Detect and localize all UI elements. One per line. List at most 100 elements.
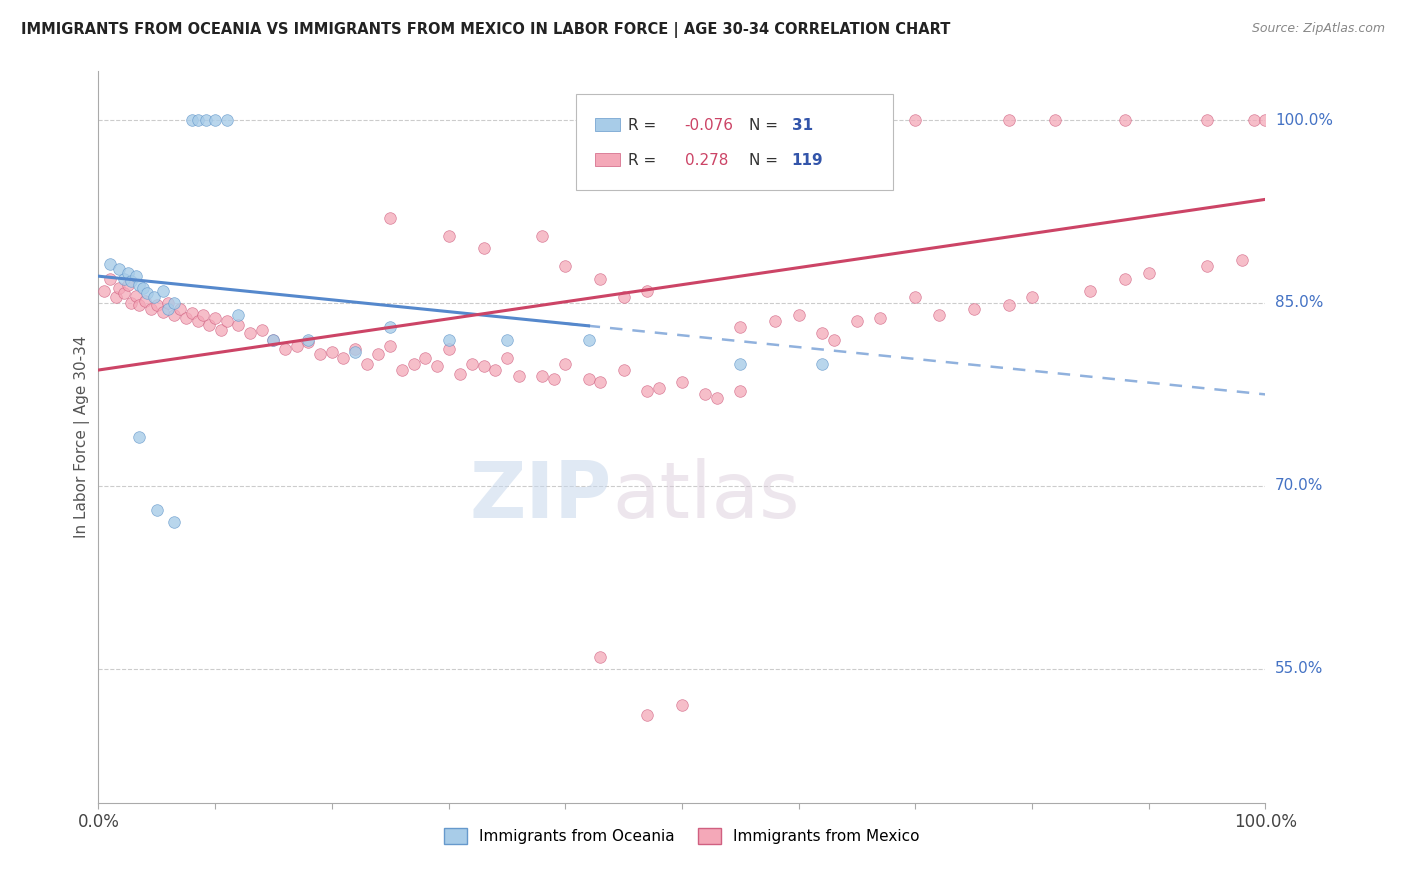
Text: 55.0%: 55.0% <box>1275 661 1323 676</box>
Point <box>108 261 131 276</box>
Point <box>508 369 530 384</box>
Point <box>128 298 150 312</box>
Text: 70.0%: 70.0% <box>1275 478 1323 493</box>
Point <box>169 301 191 317</box>
Text: 31: 31 <box>792 118 813 133</box>
Text: -0.076: -0.076 <box>685 118 734 133</box>
Text: R =: R = <box>628 118 657 133</box>
Point <box>1254 113 1277 128</box>
Point <box>846 113 869 128</box>
Point <box>198 318 221 332</box>
Point <box>730 357 752 371</box>
Point <box>112 271 135 285</box>
Point <box>163 308 186 322</box>
Point <box>763 113 786 128</box>
Point <box>163 516 186 530</box>
Text: R =: R = <box>628 153 657 169</box>
Point <box>1114 113 1136 128</box>
Point <box>356 357 378 371</box>
Point <box>554 260 576 274</box>
Point <box>636 708 658 723</box>
Point <box>98 271 121 285</box>
Point <box>391 363 413 377</box>
Point <box>823 333 845 347</box>
Point <box>589 271 612 285</box>
Point <box>193 308 215 322</box>
Point <box>152 304 174 318</box>
Point <box>93 284 115 298</box>
Text: N =: N = <box>749 118 779 133</box>
Point <box>204 113 226 128</box>
Point <box>636 384 658 398</box>
Point <box>543 371 565 385</box>
Point <box>344 343 367 357</box>
Point <box>209 323 232 337</box>
Point <box>811 357 834 371</box>
Point <box>636 284 658 298</box>
Point <box>1080 284 1102 298</box>
Point <box>187 113 209 128</box>
Point <box>108 281 131 295</box>
Point <box>262 333 284 347</box>
Point <box>763 314 786 328</box>
Point <box>274 343 297 357</box>
Text: ZIP: ZIP <box>470 458 612 533</box>
Point <box>104 290 127 304</box>
Point <box>309 347 332 361</box>
Point <box>367 347 389 361</box>
Point <box>1045 113 1067 128</box>
Point <box>496 351 519 365</box>
Point <box>174 310 197 325</box>
Point <box>180 113 202 128</box>
Point <box>578 333 600 347</box>
Point <box>157 296 180 310</box>
Point <box>1195 260 1218 274</box>
Point <box>297 334 319 349</box>
Point <box>811 326 834 341</box>
Point <box>706 391 728 405</box>
Text: N =: N = <box>749 153 779 169</box>
Point <box>578 371 600 385</box>
Point <box>262 333 284 347</box>
Point <box>1195 113 1218 128</box>
Point <box>904 113 927 128</box>
Point <box>143 290 166 304</box>
Point <box>163 296 186 310</box>
Point <box>136 286 159 301</box>
Point <box>204 310 226 325</box>
Point <box>530 369 553 384</box>
Point <box>120 274 142 288</box>
Point <box>194 113 217 128</box>
Point <box>120 296 142 310</box>
Point <box>589 376 612 390</box>
Point <box>152 284 174 298</box>
Point <box>811 113 834 128</box>
Point <box>146 503 169 517</box>
Point <box>134 293 156 308</box>
Point <box>285 339 308 353</box>
Point <box>125 269 148 284</box>
Point <box>157 301 180 317</box>
Text: atlas: atlas <box>612 458 800 533</box>
Y-axis label: In Labor Force | Age 30-34: In Labor Force | Age 30-34 <box>75 335 90 539</box>
Point <box>1230 253 1253 268</box>
Point <box>187 314 209 328</box>
Point <box>461 357 484 371</box>
Point <box>239 326 262 341</box>
Point <box>215 314 238 328</box>
Point <box>413 351 436 365</box>
Point <box>380 211 402 225</box>
Point <box>437 228 460 243</box>
Point <box>496 333 519 347</box>
Legend: Immigrants from Oceania, Immigrants from Mexico: Immigrants from Oceania, Immigrants from… <box>439 822 925 850</box>
Point <box>997 113 1019 128</box>
Point <box>139 301 162 317</box>
Point <box>671 376 693 390</box>
Point <box>146 298 169 312</box>
Point <box>128 277 150 292</box>
Point <box>846 314 869 328</box>
Point <box>904 290 927 304</box>
Point <box>869 310 891 325</box>
Point <box>380 320 402 334</box>
Point <box>647 381 669 395</box>
